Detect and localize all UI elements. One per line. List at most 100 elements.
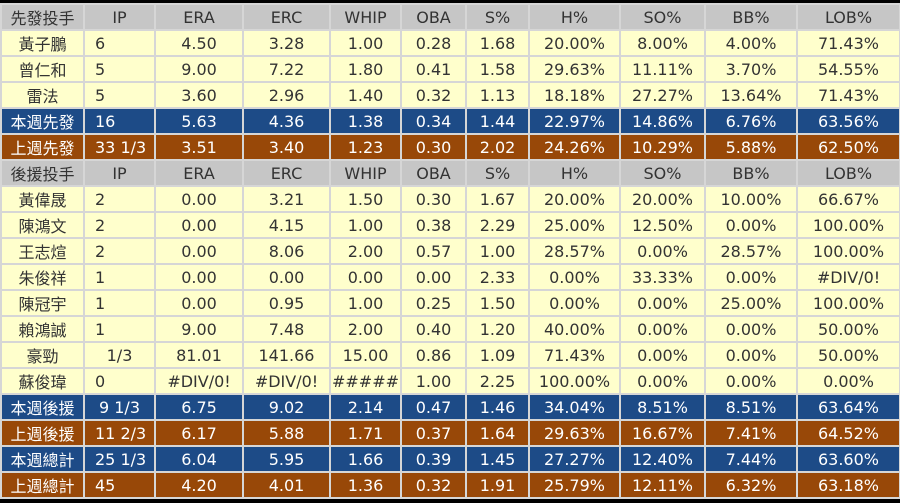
cell-name[interactable]: 曾仁和 (0, 55, 85, 83)
cell-lob-pct[interactable]: 62.50% (796, 133, 900, 161)
cell-oba[interactable]: 0.28 (400, 29, 467, 57)
cell-lob-pct[interactable]: 100.00% (796, 289, 900, 317)
cell-name[interactable]: 豪勁 (0, 341, 85, 369)
cell-era[interactable]: #DIV/0! (154, 367, 244, 395)
cell-h-pct[interactable]: 71.43% (528, 341, 621, 369)
cell-so-pct[interactable]: 0.00% (619, 315, 706, 343)
cell-lob-pct[interactable]: 63.60% (796, 445, 900, 473)
cell-so-pct[interactable]: 33.33% (619, 263, 706, 291)
cell-bb-pct[interactable]: 13.64% (704, 81, 798, 109)
cell-name[interactable]: 黃子鵬 (0, 29, 85, 57)
cell-ip[interactable]: 16 (83, 107, 156, 135)
cell-oba[interactable]: 0.47 (400, 393, 467, 421)
cell-era[interactable]: 0.00 (154, 289, 244, 317)
cell-bb-pct[interactable]: 6.32% (704, 471, 798, 499)
cell-oba[interactable]: 0.32 (400, 81, 467, 109)
cell-lob-pct[interactable]: 71.43% (796, 29, 900, 57)
cell-ip[interactable]: 1 (83, 289, 156, 317)
cell-oba[interactable]: 0.32 (400, 471, 467, 499)
cell-bb-pct[interactable]: 0.00% (704, 211, 798, 239)
cell-h-pct[interactable]: 0.00% (528, 289, 621, 317)
column-header-oba[interactable]: OBA (400, 159, 467, 187)
cell-bb-pct[interactable]: 28.57% (704, 237, 798, 265)
cell-oba[interactable]: 0.40 (400, 315, 467, 343)
cell-era[interactable]: 6.04 (154, 445, 244, 473)
cell-h-pct[interactable]: 25.00% (528, 211, 621, 239)
cell-erc[interactable]: 0.00 (242, 263, 331, 291)
cell-ip[interactable]: 0 (83, 367, 156, 395)
cell-lob-pct[interactable]: 100.00% (796, 237, 900, 265)
cell-ip[interactable]: 6 (83, 29, 156, 57)
cell-h-pct[interactable]: 34.04% (528, 393, 621, 421)
cell-oba[interactable]: 0.57 (400, 237, 467, 265)
column-header-s-pct[interactable]: S% (465, 3, 530, 31)
cell-whip[interactable]: 1.00 (329, 29, 402, 57)
cell-erc[interactable]: 8.06 (242, 237, 331, 265)
cell-lob-pct[interactable]: 0.00% (796, 367, 900, 395)
cell-bb-pct[interactable]: 7.44% (704, 445, 798, 473)
cell-erc[interactable]: 141.66 (242, 341, 331, 369)
cell-h-pct[interactable]: 22.97% (528, 107, 621, 135)
cell-era[interactable]: 0.00 (154, 237, 244, 265)
cell-h-pct[interactable]: 28.57% (528, 237, 621, 265)
cell-name[interactable]: 雷法 (0, 81, 85, 109)
column-header-erc[interactable]: ERC (242, 3, 331, 31)
cell-whip[interactable]: 1.80 (329, 55, 402, 83)
cell-so-pct[interactable]: 8.51% (619, 393, 706, 421)
cell-whip[interactable]: ##### (329, 367, 402, 395)
cell-bb-pct[interactable]: 10.00% (704, 185, 798, 213)
cell-erc[interactable]: 5.95 (242, 445, 331, 473)
cell-ip[interactable]: 1 (83, 315, 156, 343)
cell-era[interactable]: 4.20 (154, 471, 244, 499)
cell-ip[interactable]: 11 2/3 (83, 419, 156, 447)
cell-ip[interactable]: 33 1/3 (83, 133, 156, 161)
cell-bb-pct[interactable]: 0.00% (704, 367, 798, 395)
cell-whip[interactable]: 15.00 (329, 341, 402, 369)
cell-h-pct[interactable]: 27.27% (528, 445, 621, 473)
cell-lob-pct[interactable]: 63.56% (796, 107, 900, 135)
cell-so-pct[interactable]: 12.11% (619, 471, 706, 499)
column-header-name[interactable]: 後援投手 (0, 159, 85, 187)
cell-ip[interactable]: 1/3 (83, 341, 156, 369)
cell-whip[interactable]: 1.00 (329, 289, 402, 317)
cell-bb-pct[interactable]: 25.00% (704, 289, 798, 317)
cell-oba[interactable]: 0.00 (400, 263, 467, 291)
cell-era[interactable]: 3.60 (154, 81, 244, 109)
cell-s-pct[interactable]: 1.46 (465, 393, 530, 421)
cell-h-pct[interactable]: 25.79% (528, 471, 621, 499)
column-header-ip[interactable]: IP (83, 3, 156, 31)
cell-erc[interactable]: 9.02 (242, 393, 331, 421)
cell-oba[interactable]: 0.25 (400, 289, 467, 317)
cell-era[interactable]: 81.01 (154, 341, 244, 369)
cell-whip[interactable]: 1.71 (329, 419, 402, 447)
column-header-whip[interactable]: WHIP (329, 159, 402, 187)
cell-so-pct[interactable]: 0.00% (619, 289, 706, 317)
cell-s-pct[interactable]: 1.13 (465, 81, 530, 109)
column-header-name[interactable]: 先發投手 (0, 3, 85, 31)
cell-s-pct[interactable]: 2.29 (465, 211, 530, 239)
cell-so-pct[interactable]: 0.00% (619, 367, 706, 395)
cell-whip[interactable]: 2.00 (329, 237, 402, 265)
cell-h-pct[interactable]: 0.00% (528, 263, 621, 291)
cell-ip[interactable]: 9 1/3 (83, 393, 156, 421)
cell-whip[interactable]: 1.50 (329, 185, 402, 213)
cell-name[interactable]: 本週總計 (0, 445, 85, 473)
column-header-era[interactable]: ERA (154, 159, 244, 187)
cell-era[interactable]: 9.00 (154, 315, 244, 343)
cell-s-pct[interactable]: 1.67 (465, 185, 530, 213)
cell-lob-pct[interactable]: 50.00% (796, 341, 900, 369)
cell-whip[interactable]: 1.66 (329, 445, 402, 473)
cell-erc[interactable]: 3.28 (242, 29, 331, 57)
cell-s-pct[interactable]: 1.00 (465, 237, 530, 265)
cell-ip[interactable]: 2 (83, 237, 156, 265)
cell-s-pct[interactable]: 1.20 (465, 315, 530, 343)
column-header-lob-pct[interactable]: LOB% (796, 159, 900, 187)
cell-oba[interactable]: 0.39 (400, 445, 467, 473)
cell-name[interactable]: 蘇俊瑋 (0, 367, 85, 395)
cell-whip[interactable]: 0.00 (329, 263, 402, 291)
cell-ip[interactable]: 2 (83, 185, 156, 213)
cell-h-pct[interactable]: 100.00% (528, 367, 621, 395)
cell-whip[interactable]: 2.00 (329, 315, 402, 343)
cell-erc[interactable]: 7.22 (242, 55, 331, 83)
cell-erc[interactable]: 4.01 (242, 471, 331, 499)
